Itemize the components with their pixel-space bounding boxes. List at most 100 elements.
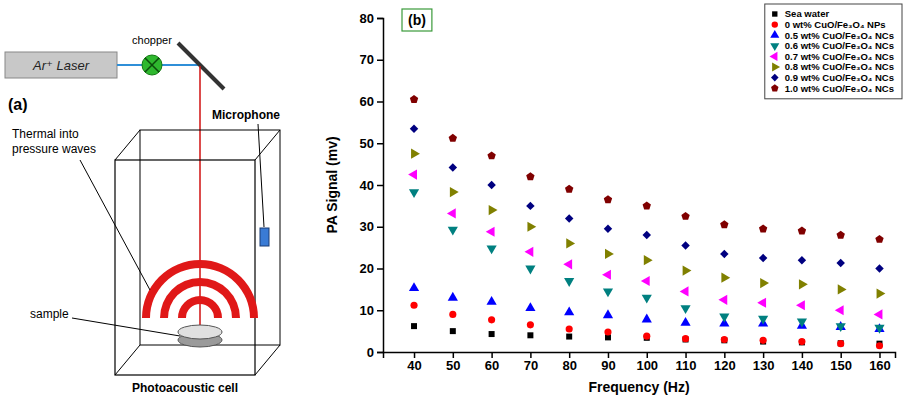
- y-tick-label: 60: [360, 94, 374, 109]
- data-point: [643, 333, 650, 340]
- x-tick-label: 90: [601, 358, 615, 373]
- legend-label: 0.5 wt% CuO/Fe₃O₄ NCs: [785, 30, 894, 41]
- legend-marker: [770, 43, 779, 51]
- legend-marker: [771, 74, 779, 82]
- data-point: [605, 249, 614, 259]
- data-point: [489, 331, 495, 337]
- x-tick-mark: [724, 352, 726, 358]
- legend-label: 0.7 wt% CuO/Fe₃O₄ NCs: [785, 51, 894, 62]
- data-point: [683, 265, 692, 275]
- x-tick-mark: [763, 352, 765, 358]
- x-axis-title: Frequency (Hz): [588, 379, 689, 395]
- data-point: [408, 169, 417, 179]
- data-point: [564, 278, 574, 287]
- y-tick-mark: [377, 310, 383, 312]
- data-point: [410, 95, 418, 103]
- x-tick: 130: [753, 352, 775, 373]
- data-point: [798, 227, 806, 235]
- sample-leader: [72, 318, 180, 336]
- y-tick-mark: [377, 227, 383, 229]
- chopper: [142, 55, 162, 75]
- data-point: [758, 316, 768, 325]
- data-point: [680, 305, 690, 314]
- data-point: [643, 201, 651, 209]
- panel-label-box: [402, 9, 432, 31]
- x-tick-label: 40: [407, 358, 421, 373]
- data-point: [409, 282, 419, 291]
- microphone: [260, 228, 269, 246]
- x-tick-mark: [879, 352, 881, 358]
- data-point: [488, 316, 495, 323]
- y-tick-mark: [377, 352, 383, 354]
- data-point: [835, 305, 844, 315]
- x-tick: 110: [676, 352, 697, 373]
- data-point: [876, 342, 883, 349]
- beam-down: [199, 66, 201, 328]
- photoacoustic-cell-box: [115, 130, 280, 375]
- data-point: [643, 231, 651, 239]
- plot-points: [408, 95, 885, 349]
- diagram: (a)Ar⁺ LaserchopperMicrophoneThermal int…: [5, 34, 280, 395]
- data-point: [486, 227, 495, 237]
- data-point: [720, 220, 728, 228]
- laser-body: [5, 52, 117, 78]
- y-tick-mark: [377, 143, 383, 145]
- data-point: [759, 254, 767, 262]
- data-point: [760, 337, 767, 344]
- y-tick-label: 80: [360, 11, 374, 26]
- data-point: [836, 323, 846, 332]
- data-point: [875, 264, 883, 272]
- data-point: [760, 278, 769, 288]
- y-tick: 30: [360, 219, 383, 234]
- x-tick: 70: [524, 352, 538, 373]
- y-tick-label: 40: [360, 178, 374, 193]
- y-tick: 20: [360, 261, 383, 276]
- x-tick-label: 110: [676, 358, 697, 373]
- data-point: [836, 259, 844, 267]
- y-tick-label: 70: [360, 52, 374, 67]
- legend-marker: [770, 52, 778, 61]
- y-tick-label: 0: [367, 345, 374, 360]
- data-point: [563, 259, 572, 269]
- series-points: [411, 323, 882, 347]
- data-point: [527, 321, 534, 328]
- data-point: [874, 309, 883, 319]
- data-point: [682, 335, 689, 342]
- data-point: [450, 328, 456, 334]
- data-point: [564, 306, 574, 315]
- data-point: [603, 309, 613, 318]
- series-points: [410, 302, 883, 350]
- x-tick: 50: [446, 352, 460, 373]
- y-tick-mark: [377, 101, 383, 103]
- data-point: [448, 227, 458, 236]
- legend-marker: [772, 11, 777, 16]
- y-tick-mark: [377, 60, 383, 62]
- x-tick: 90: [601, 352, 615, 373]
- pressure-wave: [142, 260, 258, 318]
- legend-label: Sea water: [785, 8, 830, 19]
- x-tick-mark: [685, 352, 687, 358]
- legend-label: 0.6 wt% CuO/Fe₃O₄ NCs: [785, 40, 894, 51]
- x-tick-mark: [414, 352, 416, 358]
- legend-marker: [772, 21, 778, 27]
- chart: 0102030405060708040506070809010011012013…: [324, 4, 902, 395]
- data-point: [565, 214, 573, 222]
- cell-label: Photoacoustic cell: [132, 381, 238, 395]
- legend-marker: [771, 84, 778, 91]
- data-point: [449, 163, 457, 171]
- x-tick: 80: [562, 352, 576, 373]
- legend-marker: [772, 62, 780, 71]
- data-point: [721, 336, 728, 343]
- pressure-wave: [178, 296, 222, 318]
- legend-marker: [770, 30, 779, 38]
- x-tick-label: 70: [524, 358, 538, 373]
- x-tick-label: 100: [636, 358, 658, 373]
- x-tick: 120: [714, 352, 736, 373]
- data-point: [525, 247, 534, 257]
- data-point: [566, 334, 572, 340]
- pressure-wave: [160, 278, 240, 318]
- data-point: [525, 266, 535, 275]
- data-point: [759, 224, 767, 232]
- data-point: [644, 255, 653, 265]
- data-point: [604, 225, 612, 233]
